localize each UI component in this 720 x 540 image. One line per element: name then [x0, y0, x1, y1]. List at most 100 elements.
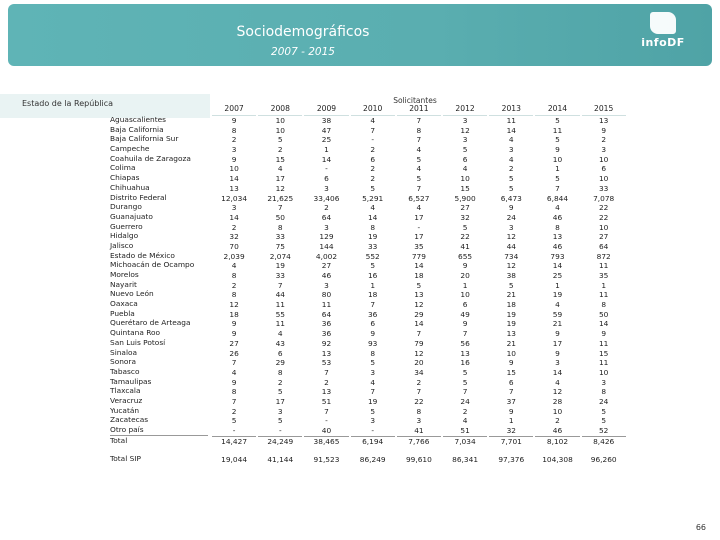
- state-name: Guanajuato: [110, 211, 153, 221]
- cell-value: 3: [324, 183, 329, 193]
- cell-value: 13: [506, 329, 516, 339]
- cell-value: 5: [416, 154, 422, 164]
- cell-value: 5: [370, 358, 376, 368]
- cell-value: 9: [508, 358, 514, 368]
- page-number: 66: [695, 523, 706, 532]
- cell-value: 10: [552, 154, 563, 164]
- cell-value: 8: [231, 290, 237, 300]
- cell-value: 8: [231, 387, 237, 397]
- cell-value: 4: [555, 203, 560, 213]
- cell-value: 33: [275, 271, 285, 280]
- total-sip-value: 86,249: [359, 455, 386, 465]
- cell-value: 46: [552, 241, 563, 251]
- state-header-cell: Estado de la República: [0, 94, 210, 118]
- cell-value: 21: [552, 319, 563, 329]
- cell-value: 3: [416, 416, 422, 426]
- total-sip-label: Total SIP: [110, 454, 141, 464]
- cell-value: -: [232, 426, 236, 435]
- cell-value: 11: [506, 116, 516, 125]
- cell-value: 7: [416, 329, 422, 339]
- cell-value: 8: [231, 271, 237, 280]
- cell-value: 27: [321, 261, 332, 271]
- cell-value: 9: [555, 329, 560, 339]
- cell-value: 35: [598, 271, 609, 280]
- cell-value: 5: [370, 261, 376, 271]
- cell-value: 6: [277, 348, 283, 358]
- cell-value: 36: [321, 319, 332, 329]
- cell-value: 7: [555, 183, 560, 193]
- cell-value: 14: [552, 367, 563, 377]
- cell-value: 4: [416, 164, 422, 174]
- cell-value: 779: [411, 251, 426, 261]
- state-column: Aguascalientes Baja California Baja Califo…: [110, 115, 208, 464]
- cell-value: -: [371, 135, 375, 145]
- cell-value: 46: [552, 212, 563, 222]
- cell-value: 13: [321, 387, 332, 397]
- cell-value: 3: [370, 367, 376, 377]
- cell-value: 22: [598, 203, 609, 213]
- cell-value: 5,900: [454, 193, 476, 203]
- year-header: 2007: [212, 102, 257, 116]
- cell-value: 4: [508, 154, 514, 164]
- cell-value: 5: [508, 174, 514, 184]
- total-label: Total: [110, 434, 208, 446]
- cell-value: 21,625: [267, 193, 294, 203]
- cell-value: 14: [552, 261, 563, 271]
- cell-value: 4: [231, 261, 237, 271]
- total-value: 38,465: [304, 435, 349, 447]
- cell-value: 64: [321, 212, 332, 222]
- cell-value: 18: [367, 290, 378, 300]
- cell-value: 10: [460, 290, 470, 300]
- cell-value: -: [417, 222, 421, 232]
- total-sip-value: 97,376: [498, 455, 525, 465]
- year-column: 2012 3 12 3 5 6 4 10 15 5,900 27 32 5 22 41 655 9 20 1 10 6 4…: [443, 102, 488, 465]
- year-header: 2009: [304, 102, 349, 116]
- total-value: 24,249: [258, 435, 303, 447]
- cell-value: 17: [275, 396, 285, 406]
- cell-value: 7: [370, 300, 376, 310]
- cell-value: 5: [508, 280, 514, 290]
- cell-value: 21: [506, 338, 516, 348]
- cell-value: 9: [555, 145, 560, 155]
- cell-value: 14: [321, 154, 332, 164]
- cell-value: 41: [414, 426, 424, 435]
- year-column: 2009 38 47 25 1 14-6 3 33,406 2 64 3 129 144 4,002 27 4…: [304, 102, 349, 465]
- cell-value: 7: [462, 387, 468, 397]
- state-name: Otro país: [110, 425, 144, 434]
- state-name: San Luis Potosí: [110, 337, 166, 347]
- cell-value: 27: [460, 203, 470, 213]
- cell-value: 25: [552, 271, 563, 280]
- cell-value: 46: [552, 426, 563, 435]
- state-name: Baja California: [110, 124, 164, 134]
- state-name: Michoacán de Ocampo: [110, 260, 195, 270]
- cell-value: 7: [416, 135, 422, 145]
- cell-value: 14: [229, 174, 239, 184]
- cell-value: 11: [598, 261, 609, 271]
- cell-value: -: [278, 426, 282, 435]
- cell-value: 8: [370, 348, 376, 358]
- cell-value: 27: [229, 338, 239, 348]
- cell-value: 872: [596, 251, 611, 261]
- cell-value: 19: [506, 319, 516, 329]
- state-name: Chihuahua: [110, 182, 150, 192]
- cell-value: 11: [598, 358, 609, 368]
- cell-value: 2: [324, 203, 329, 213]
- cell-value: 12: [506, 232, 516, 242]
- cell-value: 34: [414, 367, 424, 377]
- cell-value: 10: [275, 116, 285, 125]
- cell-value: 9: [462, 319, 468, 329]
- total-sip-value: 19,044: [221, 455, 248, 465]
- cell-value: 4: [277, 329, 283, 339]
- cell-value: 7: [231, 358, 237, 368]
- cell-value: 1: [555, 280, 560, 290]
- total-sip-value: 96,260: [590, 455, 617, 465]
- total-value: 6,194: [350, 435, 395, 447]
- cell-value: 3: [508, 145, 514, 155]
- cell-value: 24: [460, 396, 470, 406]
- cell-value: 5: [601, 406, 607, 416]
- cell-value: 5: [601, 416, 607, 426]
- cell-value: 6: [601, 164, 607, 174]
- cell-value: 4: [416, 145, 422, 155]
- cell-value: 52: [598, 426, 609, 435]
- cell-value: 6: [462, 154, 468, 164]
